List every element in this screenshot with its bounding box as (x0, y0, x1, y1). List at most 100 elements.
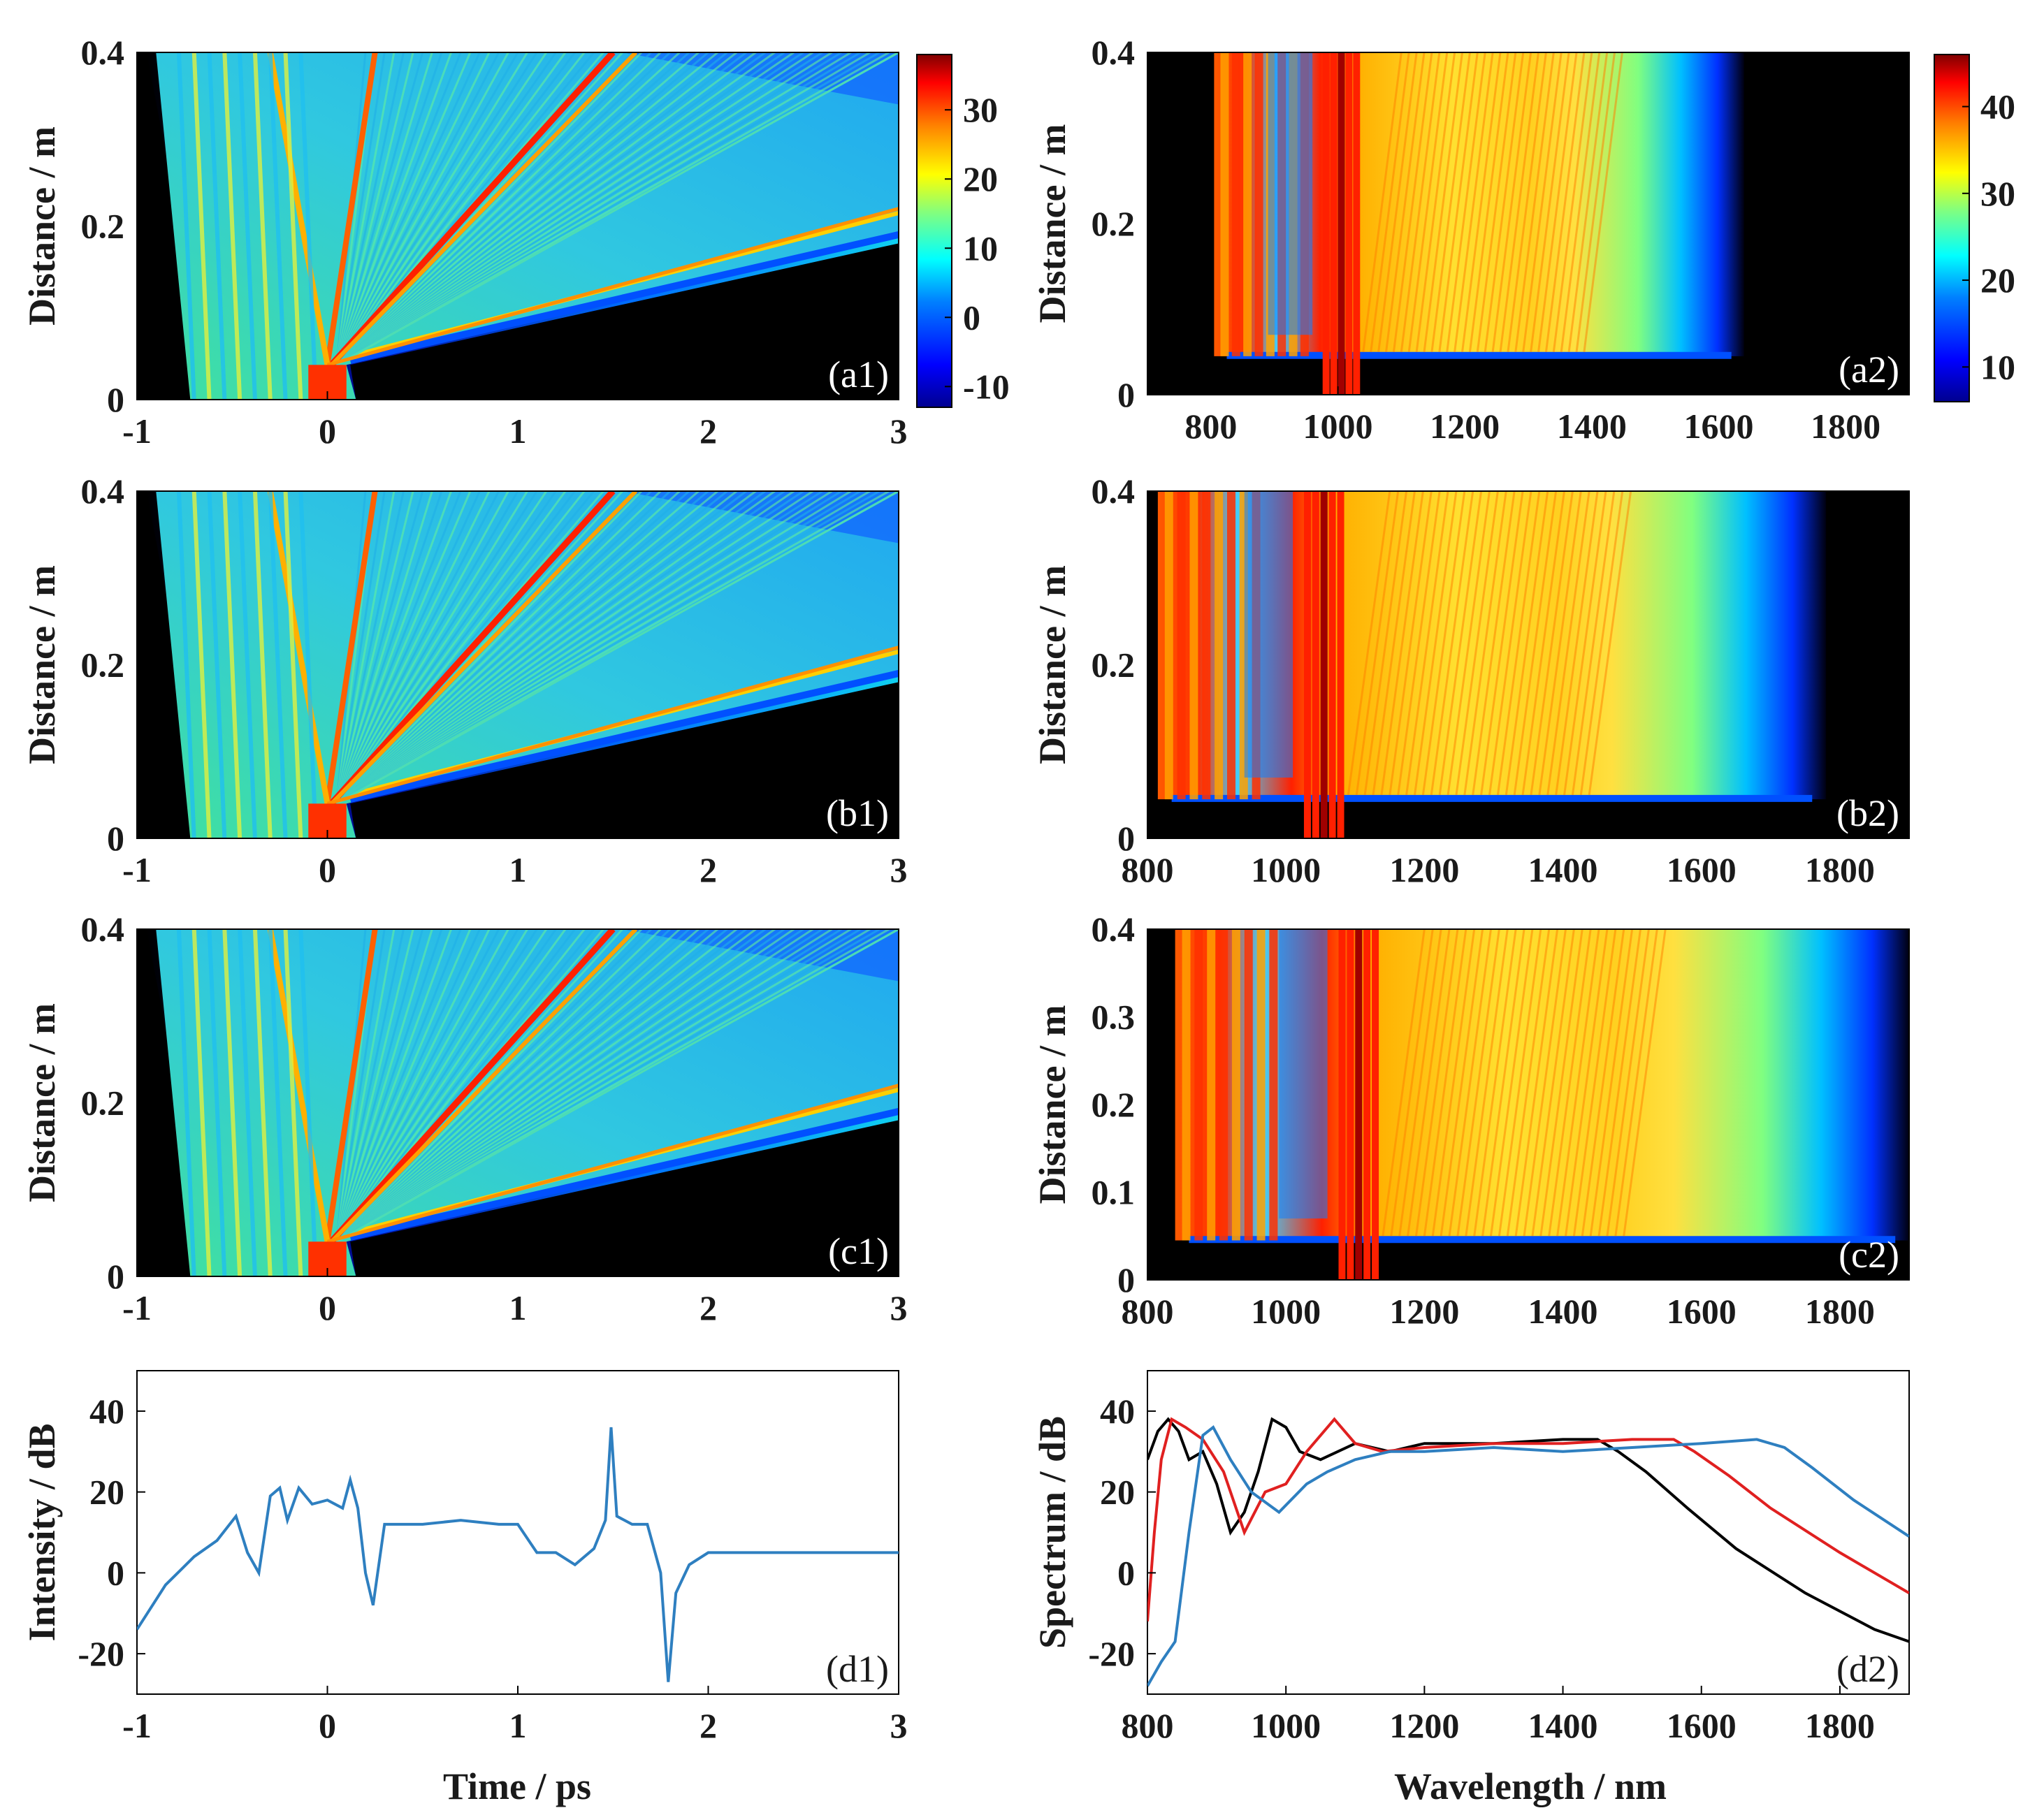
colorbar-tick-label: 20 (963, 159, 998, 198)
ripple-line (1430, 52, 1471, 352)
ripple-line (1507, 52, 1547, 352)
y-tick-label: 20 (1100, 1473, 1135, 1512)
fan-line (335, 929, 491, 1242)
y-axis-label: Distance / m (1031, 565, 1073, 764)
structure-region (1268, 52, 1313, 335)
dispersive-stripe (252, 491, 273, 838)
fan-line (335, 929, 405, 1242)
x-tick-label: 1000 (1251, 850, 1321, 889)
ripple-line (1614, 929, 1658, 1237)
ripple-line (1588, 491, 1632, 796)
x-tick-label: 1600 (1667, 1292, 1737, 1331)
ripple-line (1363, 491, 1408, 796)
ripple-line (1380, 491, 1424, 796)
fan-line (335, 491, 453, 804)
fan-line (335, 491, 433, 804)
x-tick-label: 1000 (1303, 407, 1373, 446)
x-tick-label: 3 (890, 411, 908, 451)
ripple-line (1606, 929, 1650, 1237)
pump-stripe (1320, 491, 1328, 838)
fan-line (336, 929, 681, 1243)
fan-line (336, 929, 899, 1243)
y-tick-label: 0.2 (1092, 646, 1136, 685)
pump-stripe (1338, 929, 1346, 1280)
dispersive-stripe (298, 52, 319, 400)
x-tick-label: 1600 (1684, 407, 1754, 446)
no-signal-region (350, 682, 899, 838)
y-tick-label: 0 (107, 1257, 124, 1296)
series-line-2 (1147, 1424, 1909, 1687)
fan-line (335, 929, 424, 1242)
series-line-0 (137, 1427, 899, 1682)
x-tick-label: 1000 (1251, 1292, 1321, 1331)
soliton-trajectory (326, 646, 899, 806)
fan-line (336, 929, 672, 1243)
onset-line (1189, 1236, 1896, 1244)
structure-region (1244, 491, 1293, 778)
fan-line (335, 491, 538, 805)
fan-line (335, 929, 528, 1243)
soliton-trajectory (267, 491, 331, 805)
y-tick-label: 0.4 (1092, 910, 1136, 949)
fan-line (335, 52, 414, 365)
y-tick-label: 0.3 (1092, 998, 1136, 1037)
ripple-line (1415, 52, 1456, 352)
ripple-line (1521, 491, 1566, 796)
fan-line (335, 52, 481, 365)
soliton-trajectory (324, 52, 378, 365)
pump-stripe (1338, 52, 1345, 395)
ripple-line (1563, 491, 1607, 796)
x-tick-label: 3 (890, 1288, 908, 1327)
ripple-line (1382, 929, 1426, 1237)
x-tick-label: -1 (122, 411, 152, 451)
x-tick-label: 1600 (1667, 850, 1737, 889)
fan-line (335, 929, 433, 1242)
x-tick-label: 2 (700, 411, 717, 451)
dispersive-stripe (176, 52, 196, 400)
spectral-stripe (1164, 491, 1173, 800)
ripple-line (1581, 929, 1625, 1237)
fan-line (335, 929, 462, 1242)
ripple-line (1421, 491, 1466, 796)
y-tick-label: 0.4 (81, 472, 125, 511)
ripple-line (1438, 491, 1483, 796)
soliton-trajectory (325, 929, 616, 1248)
ripple-line (1575, 52, 1616, 352)
panel-tag: (d1) (826, 1648, 889, 1690)
x-tick-label: 800 (1122, 1292, 1174, 1331)
colorbar-tick-label: 10 (963, 228, 998, 268)
ripple-line (1473, 929, 1517, 1237)
x-tick-label: 1 (509, 411, 527, 451)
fan-line (335, 52, 433, 365)
dispersive-stripe (268, 52, 288, 400)
ripple-line (1571, 491, 1616, 796)
fan-line (336, 52, 643, 366)
ripple-line (1397, 491, 1441, 796)
ripple-line (1556, 929, 1600, 1237)
pump-stripe (1322, 52, 1330, 395)
spectral-stripe (1215, 491, 1224, 800)
ripple-line (1506, 929, 1551, 1237)
colorbar-gradient (1934, 54, 1970, 402)
fan-line (335, 52, 538, 366)
y-axis-label: Distance / m (21, 1003, 63, 1202)
heatmap-body (1147, 929, 1909, 1280)
x-tick-label: 1800 (1805, 1292, 1875, 1331)
spectral-stripe (1220, 52, 1229, 356)
fan-line (335, 52, 528, 366)
x-tick-label: -1 (122, 1706, 152, 1745)
soliton-trajectory (326, 929, 638, 1248)
ripple-line (1565, 929, 1609, 1237)
ripple-line (1407, 52, 1449, 352)
fan-line (335, 52, 519, 366)
ripple-line (1423, 52, 1464, 352)
fan-line (335, 52, 443, 365)
y-tick-label: 0 (1117, 375, 1135, 414)
ripple-line (1355, 491, 1400, 796)
ripple-line (1514, 929, 1559, 1237)
ripple-line (1438, 52, 1479, 352)
pump-stripe (1330, 52, 1338, 395)
fan-line (335, 52, 453, 365)
fan-line (335, 929, 500, 1242)
fan-line (336, 491, 899, 805)
